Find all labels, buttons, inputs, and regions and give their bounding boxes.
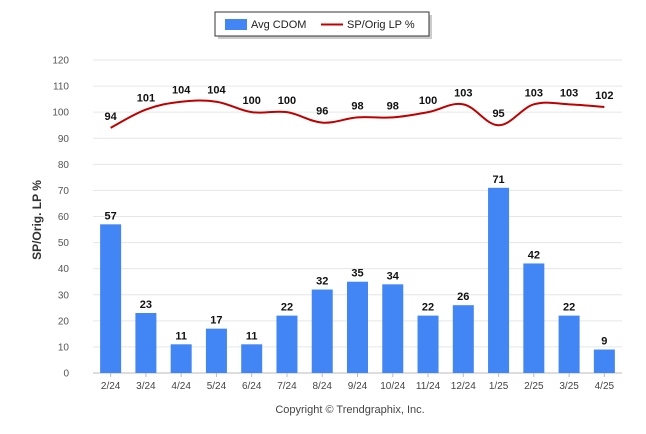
y-tick-label: 30	[58, 290, 70, 301]
bar	[558, 315, 580, 373]
bar	[382, 284, 404, 373]
y-tick-label: 120	[52, 56, 69, 67]
line-path	[110, 99, 605, 129]
line-value-label: 98	[351, 100, 363, 112]
y-tick-label: 40	[58, 264, 70, 275]
bar-value-label: 57	[105, 210, 117, 222]
line-value-label: 102	[595, 90, 613, 102]
bar-value-label: 22	[563, 302, 575, 314]
y-tick-label: 70	[58, 186, 70, 197]
y-axis-label: SP/Orig. LP %	[30, 180, 44, 260]
bar-series: 57 23 11 17 11 22 32 35 34 22 26 71 42 22 9	[100, 174, 615, 373]
x-tick-label: 3/25	[559, 381, 579, 392]
line-value-label: 103	[525, 87, 543, 99]
y-tick-label: 80	[58, 160, 70, 171]
legend-swatch-bar	[225, 19, 247, 30]
bar-value-label: 42	[528, 249, 540, 261]
x-tick-label: 4/25	[595, 381, 615, 392]
bar	[452, 305, 474, 373]
x-tick-label: 1/25	[489, 381, 509, 392]
x-tick-label: 3/24	[136, 381, 156, 392]
bar-value-label: 26	[457, 291, 469, 303]
legend-label-bar: Avg CDOM	[251, 19, 306, 31]
line-value-label: 98	[387, 100, 399, 112]
x-tick-label: 11/24	[416, 381, 441, 392]
line-value-label: 103	[560, 87, 578, 99]
bar-value-label: 17	[210, 315, 222, 327]
y-tick-label: 10	[58, 342, 70, 353]
y-tick-label: 110	[53, 82, 69, 93]
x-tick-label: 7/24	[277, 381, 297, 392]
x-axis-ticks: 2/24 3/24 4/24 5/24 6/24 7/24 8/24 9/24 10/24 11/…	[101, 373, 615, 392]
y-tick-label: 60	[58, 212, 70, 223]
line-value-label: 100	[419, 95, 437, 107]
y-tick-label: 0	[63, 369, 69, 380]
bar	[100, 224, 122, 373]
y-tick-label: 20	[58, 316, 70, 327]
bar	[276, 315, 298, 373]
bar-value-label: 35	[351, 268, 363, 280]
bar-value-label: 71	[492, 174, 504, 186]
x-tick-label: 2/24	[101, 381, 121, 392]
legend-label-line: SP/Orig LP %	[347, 19, 415, 31]
bar-value-label: 23	[140, 299, 152, 311]
line-value-label: 100	[243, 95, 261, 107]
line-value-label: 101	[137, 93, 155, 105]
line-value-label: 96	[316, 106, 328, 118]
bar	[135, 313, 157, 373]
bar	[311, 289, 333, 373]
bar	[347, 281, 368, 373]
x-tick-label: 9/24	[348, 381, 368, 392]
line-value-label: 104	[172, 85, 191, 97]
bar	[488, 187, 510, 373]
line-value-label: 95	[492, 108, 504, 120]
y-tick-label: 50	[58, 238, 70, 249]
bar	[593, 349, 615, 373]
x-tick-label: 2/25	[524, 381, 544, 392]
bar-value-label: 11	[175, 330, 187, 342]
x-tick-label: 4/24	[171, 381, 191, 392]
x-tick-label: 5/24	[207, 381, 227, 392]
line-value-label: 104	[207, 85, 226, 97]
y-axis-ticks: 0 10 20 30 40 50 60 70 80 90 100 110 120	[52, 56, 69, 380]
bar-value-label: 9	[601, 336, 607, 348]
bar-value-label: 22	[422, 302, 434, 314]
y-tick-label: 90	[58, 134, 70, 145]
bar-value-label: 11	[246, 330, 258, 342]
line-series: 94 101 104 104 100 100 96 98 98 100 103 95 103 103 102	[105, 85, 614, 129]
bar	[241, 344, 263, 373]
line-value-label: 103	[454, 87, 472, 99]
bar	[170, 344, 192, 373]
bar-value-label: 22	[281, 302, 293, 314]
bar-value-label: 34	[387, 270, 400, 282]
bar	[417, 315, 439, 373]
bar	[523, 263, 545, 373]
bar	[205, 328, 227, 373]
x-tick-label: 8/24	[312, 381, 332, 392]
x-tick-label: 12/24	[451, 381, 476, 392]
x-tick-label: 6/24	[242, 381, 262, 392]
y-tick-label: 100	[52, 108, 69, 119]
copyright-text: Copyright © Trendgraphix, Inc.	[275, 404, 424, 416]
legend: Avg CDOM SP/Orig LP %	[214, 11, 432, 39]
line-value-label: 100	[278, 95, 296, 107]
line-value-label: 94	[105, 111, 118, 123]
bar-value-label: 32	[316, 276, 328, 288]
x-tick-label: 10/24	[380, 381, 405, 392]
